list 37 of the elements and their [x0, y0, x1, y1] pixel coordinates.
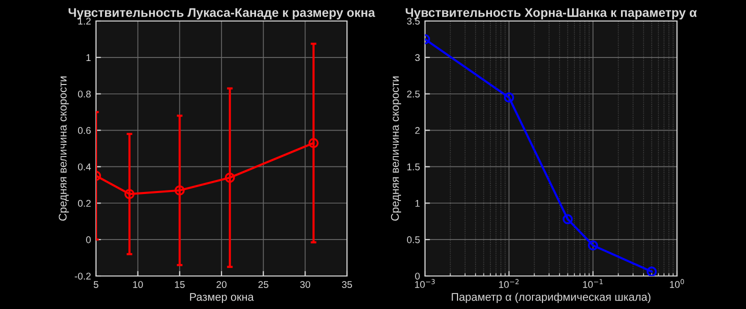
x-tick-label: 15: [175, 281, 185, 288]
y-tick-label: 0: [86, 236, 91, 244]
point: [224, 172, 235, 183]
x-tick-label: 20: [216, 281, 227, 288]
y-tick-label: 0.5: [407, 236, 420, 244]
y-tick-label: 1: [415, 200, 420, 207]
point: [124, 188, 135, 200]
point: [174, 185, 185, 196]
y-tick-label: 0.2: [78, 200, 91, 207]
x-tick-label: 10$^{−2}$: [499, 279, 519, 288]
x-tick-label: 5: [94, 281, 98, 288]
y-tick-label: 1.2: [78, 18, 91, 25]
y-axis-title: Средняя величина скорости: [58, 76, 69, 221]
x-tick-label: 10$^{−3}$: [415, 279, 435, 288]
y-tick-label: 0.8: [78, 90, 91, 98]
y-tick-label: 0.6: [78, 127, 91, 134]
x-axis-title: Размер окна: [190, 293, 254, 304]
x-tick-label: 10: [133, 281, 143, 288]
y-tick-label: 2.5: [407, 90, 420, 98]
point: [308, 138, 319, 148]
y-tick-label: 3: [415, 54, 420, 62]
x-tick-label: 10$^{0}$: [670, 279, 684, 288]
y-tick-label: 0.4: [78, 163, 91, 170]
x-tick-label: 35: [342, 281, 352, 288]
y-tick-label: 2: [415, 127, 420, 134]
y-tick-label: 1.5: [407, 164, 420, 170]
chart-title: Чувствительность Лукаса-Канаде к размеру окна: [68, 8, 376, 20]
y-axis-title: Средняя величина скорости: [391, 76, 402, 221]
x-axis-title: Параметр α (логарифмическая шкала): [452, 292, 650, 304]
y-tick-label: 0: [415, 272, 420, 280]
x-tick-label: 25: [258, 281, 268, 288]
y-tick-label: -0.2: [74, 272, 91, 280]
x-tick-label: 10$^{−1}$: [583, 279, 603, 288]
chart-title: Чувствительность Хорна-Шанка к параметру α: [406, 8, 697, 20]
y-tick-label: 3.5: [406, 18, 420, 25]
x-tick-label: 30: [300, 281, 310, 288]
y-tick-label: 1: [86, 54, 91, 61]
